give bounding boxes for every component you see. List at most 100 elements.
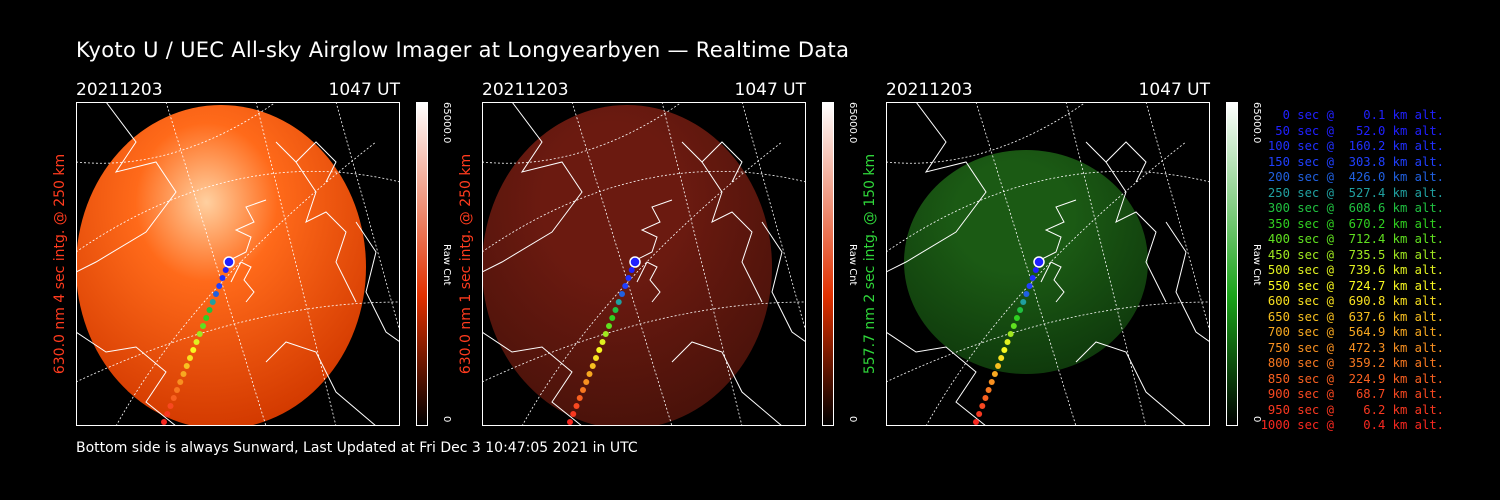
coastlines [886, 102, 1210, 426]
trajectory-point [593, 355, 599, 361]
legend-entry: 850 sec @ 224.9 km alt. [1260, 371, 1444, 386]
trajectory-point [628, 267, 635, 273]
legend-entry: 250 sec @ 527.4 km alt. [1260, 185, 1444, 200]
trajectory-point [1017, 307, 1024, 313]
wavelength-label: 630.0 nm 1 sec intg. @ 250 km [458, 153, 474, 375]
trajectory-point [615, 299, 622, 305]
legend-entry: 600 sec @ 690.8 km alt. [1260, 294, 1444, 308]
panel-time: 1047 UT [1138, 80, 1211, 100]
trajectory-point [583, 379, 590, 385]
trajectory-point [203, 315, 210, 321]
legend-entry: 450 sec @ 735.5 km alt. [1260, 247, 1444, 262]
panel-time: 1047 UT [734, 80, 807, 100]
trajectory-point [216, 283, 223, 289]
trajectory-point [193, 339, 200, 345]
trajectory-point [1032, 267, 1039, 273]
trajectory-point [567, 419, 573, 425]
legend-entry: 1000 sec @ 0.4 km alt. [1260, 418, 1444, 432]
colorbar [416, 102, 428, 426]
trajectory-point [998, 355, 1005, 361]
trajectory-point [602, 331, 609, 337]
coastlines [482, 102, 806, 426]
legend-entry: 650 sec @ 637.6 km alt. [1260, 309, 1444, 324]
trajectory-point [222, 267, 229, 273]
panel-date: 20211203 [76, 80, 163, 100]
trajectory-point [570, 411, 577, 417]
airglow-disk [76, 105, 366, 426]
legend-entry: 200 sec @ 426.0 km alt. [1260, 170, 1444, 184]
panel-time: 1047 UT [328, 80, 401, 100]
legend-entry: 50 sec @ 52.0 km alt. [1260, 123, 1444, 138]
allsky-image [482, 102, 806, 426]
trajectory-point [609, 315, 616, 321]
legend-entry: 550 sec @ 724.7 km alt. [1260, 278, 1444, 293]
trajectory-point [622, 283, 629, 289]
legend-entry: 950 sec @ 6.2 km alt. [1260, 402, 1444, 417]
trajectory-point [586, 371, 593, 377]
colorbar-unit: Raw Cnt [847, 244, 858, 286]
trajectory-point [625, 275, 632, 281]
legend-entry: 700 sec @ 564.9 km alt. [1260, 325, 1444, 339]
trajectory-point [985, 387, 992, 393]
colorbar-max: 65000.0 [847, 102, 858, 144]
trajectory-point [596, 347, 603, 353]
allsky-map [886, 102, 1210, 426]
trajectory-point [219, 275, 226, 281]
rocket-trajectory [567, 256, 641, 425]
colorbar [822, 102, 834, 426]
trajectory-point [619, 291, 625, 297]
trajectory-point [976, 411, 983, 417]
trajectory-point [1029, 275, 1036, 281]
lat-lon-grid [886, 102, 1210, 426]
trajectory-point [200, 323, 206, 329]
colorbar-min: 0 [847, 416, 858, 423]
legend-entry: 400 sec @ 712.4 km alt. [1260, 232, 1444, 246]
legend-entry: 100 sec @ 160.2 km alt. [1260, 139, 1444, 153]
trajectory-point [196, 331, 203, 337]
trajectory-point [1007, 331, 1014, 337]
trajectory-point [629, 256, 641, 268]
colorbar-min: 0 [441, 416, 452, 423]
imager-panel-3: 20211203 1047 UT 557.7 nm 2 sec intg. @ 15… [862, 76, 1306, 436]
trajectory-point [580, 387, 586, 393]
trajectory-point [612, 307, 619, 313]
trajectory-point [164, 411, 171, 417]
allsky-image [886, 102, 1210, 426]
lat-lon-grid [482, 102, 806, 426]
wavelength-label: 557.7 nm 2 sec intg. @ 150 km [862, 153, 878, 375]
trajectory-point [606, 323, 612, 329]
imager-panel-2: 20211203 1047 UT 630.0 nm 1 sec intg. @ 25… [458, 76, 902, 436]
wavelength-label: 630.0 nm 4 sec intg. @ 250 km [52, 153, 68, 375]
trajectory-point [180, 371, 187, 377]
panel-date: 20211203 [482, 80, 569, 100]
page-title: Kyoto U / UEC All-sky Airglow Imager at … [76, 38, 850, 62]
trajectory-point [1023, 291, 1030, 297]
legend-entry: 300 sec @ 608.6 km alt. [1260, 201, 1444, 215]
trajectory-point [1001, 347, 1008, 353]
trajectory-point [177, 379, 184, 385]
trajectory-point [1013, 315, 1020, 321]
trajectory-point [1026, 283, 1033, 289]
legend-entry: 750 sec @ 472.3 km alt. [1260, 340, 1444, 355]
trajectory-point [589, 363, 596, 369]
trajectory-point [213, 291, 219, 297]
airglow-disk [482, 105, 772, 426]
trajectory-point [1004, 339, 1011, 345]
trajectory-point [223, 256, 235, 268]
trajectory-point [982, 395, 989, 401]
allsky-map [76, 102, 400, 426]
airglow-disk [904, 150, 1148, 374]
coastlines [76, 102, 400, 426]
colorbar-unit: Raw Cnt [441, 244, 452, 286]
trajectory-point [599, 339, 606, 345]
legend-entry: 500 sec @ 739.6 km alt. [1260, 263, 1444, 277]
trajectory-point [161, 419, 167, 425]
trajectory-point [190, 347, 197, 353]
rocket-trajectory [161, 256, 235, 425]
allsky-map [482, 102, 806, 426]
trajectory-point [170, 395, 177, 401]
panel-date: 20211203 [886, 80, 973, 100]
trajectory-point [995, 363, 1002, 369]
legend-entry: 350 sec @ 670.2 km alt. [1260, 216, 1444, 231]
colorbar [1226, 102, 1238, 426]
